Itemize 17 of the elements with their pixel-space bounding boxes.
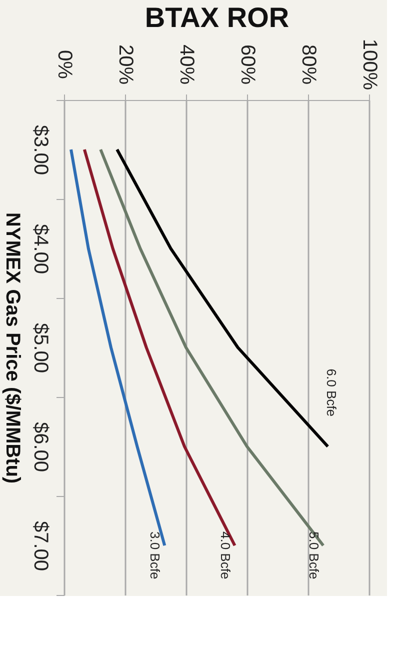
x-tick-label: 40% (176, 44, 198, 85)
y-tick-label: $5.00 (30, 322, 52, 374)
x-tick-label: 60% (236, 44, 258, 85)
y-tick-label: $3.00 (30, 124, 52, 176)
x-tick-label: 80% (298, 44, 320, 85)
x-tick-label: 0% (54, 50, 76, 80)
text: 6.0 Bcfe (324, 368, 339, 416)
text: 5.0 Bcfe (306, 532, 322, 580)
y-tick-label: $4.00 (30, 224, 52, 274)
text: 3.0 Bcfe (148, 532, 163, 580)
x-axis-title: BTAX ROR (144, 2, 290, 33)
y-tick-label: $6.00 (30, 422, 52, 472)
y-axis-title: NYMEX Gas Price ($/MMBtu) (2, 212, 24, 484)
y-tick-label: $7.00 (30, 520, 52, 572)
x-tick-label: 20% (114, 44, 136, 85)
x-tick-label: 100% (358, 38, 380, 90)
text: 4.0 Bcfe (218, 532, 233, 580)
